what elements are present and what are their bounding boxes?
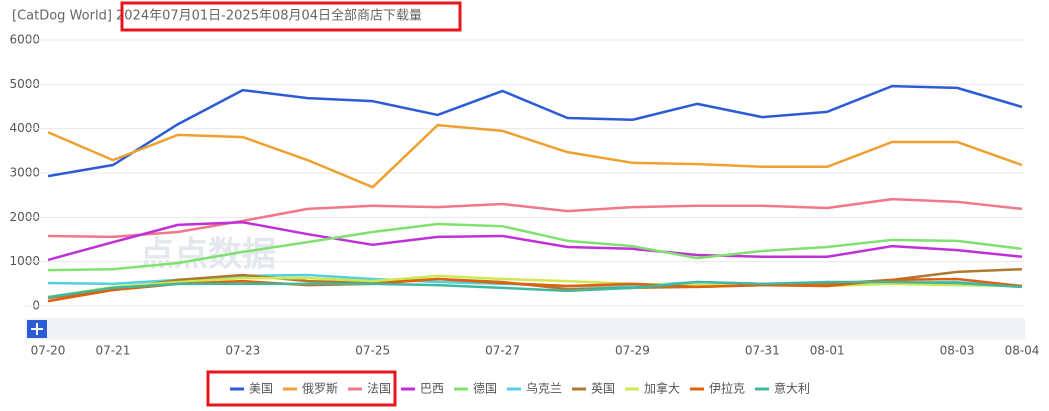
legend-label: 巴西 bbox=[420, 382, 444, 396]
legend-label: 美国 bbox=[249, 382, 273, 396]
series-line bbox=[47, 222, 1023, 272]
highlight-box bbox=[206, 370, 397, 407]
series-line bbox=[47, 197, 1023, 239]
x-tick-label: 08-03 bbox=[940, 344, 975, 358]
x-tick-label: 07-21 bbox=[95, 344, 130, 358]
chart-title: [CatDog World] 2024年07月01日-2025年08月04日全部… bbox=[12, 8, 422, 24]
series-line bbox=[47, 280, 1023, 299]
x-tick-label: 07-20 bbox=[31, 344, 66, 358]
legend-label: 俄罗斯 bbox=[302, 382, 338, 396]
plus-icon bbox=[31, 323, 43, 335]
legend-label: 德国 bbox=[473, 381, 497, 396]
y-tick-label: 5000 bbox=[9, 77, 40, 91]
y-tick-label: 6000 bbox=[9, 33, 40, 47]
x-tick-label: 07-31 bbox=[745, 344, 780, 358]
legend-label: 法国 bbox=[367, 382, 391, 396]
highlight-box bbox=[120, 1, 462, 32]
watermark: 点点数据 bbox=[140, 235, 276, 275]
zoom-slider[interactable] bbox=[25, 318, 1025, 340]
legend-label: 加拿大 bbox=[644, 381, 680, 396]
legend-label: 意大利 bbox=[774, 381, 810, 396]
series-line bbox=[47, 123, 1023, 189]
series-line bbox=[47, 220, 1023, 262]
x-tick-label: 07-29 bbox=[615, 344, 650, 358]
x-tick-label: 07-23 bbox=[225, 344, 260, 358]
x-tick-label: 08-01 bbox=[810, 344, 845, 358]
legend-label: 英国 bbox=[591, 382, 615, 396]
y-tick-label: 4000 bbox=[9, 121, 40, 135]
legend-label: 乌克兰 bbox=[526, 381, 562, 396]
x-tick-label: 07-27 bbox=[485, 344, 520, 358]
series-line bbox=[47, 84, 1023, 178]
y-tick-label: 2000 bbox=[9, 210, 40, 224]
x-tick-label: 08-04 bbox=[1005, 344, 1040, 358]
series-line bbox=[47, 274, 1023, 299]
y-tick-label: 1000 bbox=[9, 254, 40, 268]
x-tick-label: 07-25 bbox=[355, 344, 390, 358]
legend-label: 伊拉克 bbox=[709, 381, 745, 396]
y-tick-label: 3000 bbox=[9, 166, 40, 180]
